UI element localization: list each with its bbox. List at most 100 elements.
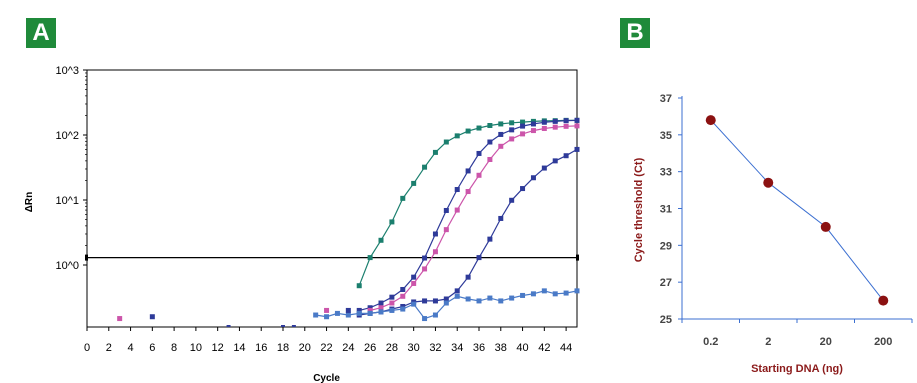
data-point-a — [530, 121, 536, 127]
data-point-a — [443, 139, 449, 145]
x-tick-label-a: 44 — [560, 342, 572, 354]
data-point-a — [432, 149, 438, 155]
x-tick-label-a: 10 — [190, 342, 202, 354]
data-point-a — [465, 296, 471, 302]
chart-a-amplification-plot: 10^010^110^210^30 2 4 6 8 10 12 14 16 18 20 22 24 26 2… — [24, 65, 580, 383]
data-point-a — [411, 301, 417, 307]
plot-area-a — [86, 69, 578, 328]
data-point-a — [400, 293, 406, 299]
data-point-b — [878, 295, 889, 306]
x-tick-label-a: 40 — [516, 342, 528, 354]
data-point-a — [552, 158, 558, 164]
data-point-a — [509, 295, 515, 301]
data-point-a — [498, 121, 504, 127]
data-point-a — [498, 131, 504, 137]
data-point-a — [422, 316, 428, 322]
threshold-handle-left — [85, 254, 88, 261]
panel-a-badge: A — [26, 18, 56, 48]
data-point-a — [454, 293, 460, 299]
y-axis-title-a: ΔRn — [24, 192, 35, 213]
data-point-a — [411, 274, 417, 280]
data-point-a — [509, 197, 515, 203]
data-point-a — [378, 237, 384, 243]
data-point-a — [509, 127, 515, 133]
x-tick-label-a: 28 — [386, 342, 398, 354]
x-tick-label-a: 42 — [538, 342, 550, 354]
x-tick-label-a: 30 — [408, 342, 420, 354]
data-point-a — [498, 298, 504, 304]
data-point-a — [530, 291, 536, 297]
data-point-a — [422, 266, 428, 272]
threshold-handle-right — [576, 254, 579, 261]
data-point-a — [574, 123, 580, 129]
x-axis-title-b: Starting DNA (ng) — [751, 363, 843, 375]
x-tick-label-a: 26 — [364, 342, 376, 354]
panel-b-badge: B — [620, 18, 650, 48]
data-point-a — [520, 292, 526, 298]
data-point-a — [324, 314, 330, 320]
y-tick-label-b: 35 — [660, 130, 672, 142]
data-point-a — [411, 280, 417, 286]
x-tick-label-b: 0.2 — [703, 336, 718, 348]
x-tick-label-a: 12 — [212, 342, 224, 354]
data-point-a — [389, 219, 395, 225]
x-tick-label-a: 38 — [495, 342, 507, 354]
data-point-a — [345, 312, 351, 318]
x-tick-label-a: 24 — [342, 342, 354, 354]
data-point-a — [509, 136, 515, 142]
data-point-a — [476, 172, 482, 178]
data-point-a — [454, 133, 460, 139]
data-point-a — [400, 303, 406, 309]
data-point-a — [476, 150, 482, 156]
data-point-a — [498, 143, 504, 149]
x-tick-label-a: 14 — [233, 342, 245, 354]
data-point-a — [454, 207, 460, 213]
x-tick-label-b: 2 — [765, 336, 771, 348]
data-point-a — [432, 298, 438, 304]
data-point-a — [422, 164, 428, 170]
data-point-a — [334, 310, 340, 316]
y-tick-label-b: 29 — [660, 240, 672, 252]
data-point-a — [487, 236, 493, 242]
x-tick-label-b: 20 — [820, 336, 832, 348]
data-point-a — [378, 305, 384, 311]
data-point-a — [117, 316, 123, 322]
data-point-a — [367, 307, 373, 313]
data-point-a — [422, 255, 428, 261]
data-point-a — [574, 146, 580, 152]
data-point-a — [356, 283, 362, 289]
data-point-a — [367, 310, 373, 316]
data-point-a — [443, 300, 449, 306]
data-point-a — [324, 307, 330, 313]
y-tick-label-a: 10^1 — [55, 195, 79, 207]
data-point-a — [422, 298, 428, 304]
x-tick-label-a: 34 — [451, 342, 463, 354]
data-point-a — [530, 128, 536, 134]
data-point-a — [443, 227, 449, 233]
data-point-a — [367, 305, 373, 311]
x-tick-label-a: 32 — [429, 342, 441, 354]
data-point-a — [465, 189, 471, 195]
data-point-a — [476, 125, 482, 131]
data-point-a — [563, 123, 569, 129]
y-axis-title-b: Cycle threshold (Ct) — [633, 157, 645, 262]
data-point-a — [367, 255, 373, 261]
x-tick-label-a: 8 — [171, 342, 177, 354]
x-tick-label-a: 0 — [84, 342, 90, 354]
data-point-a — [487, 139, 493, 145]
y-tick-label-b: 27 — [660, 277, 672, 289]
data-point-a — [498, 215, 504, 221]
data-point-a — [432, 249, 438, 255]
data-point-a — [530, 175, 536, 181]
data-point-a — [313, 312, 319, 318]
data-point-a — [541, 119, 547, 125]
data-point-a — [520, 123, 526, 129]
y-tick-label-b: 33 — [660, 167, 672, 179]
x-tick-label-a: 22 — [320, 342, 332, 354]
data-point-a — [487, 295, 493, 301]
data-point-a — [465, 274, 471, 280]
data-point-a — [530, 118, 536, 124]
data-point-b — [705, 115, 716, 126]
data-point-a — [432, 312, 438, 318]
data-point-a — [400, 195, 406, 201]
